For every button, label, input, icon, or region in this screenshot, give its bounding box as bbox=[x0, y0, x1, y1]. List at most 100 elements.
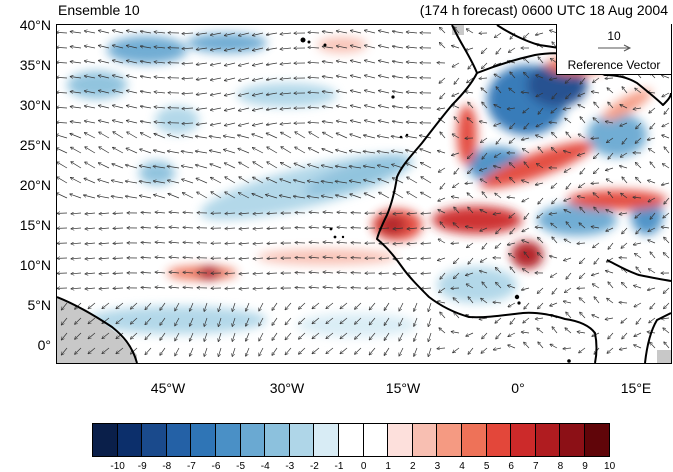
wind-vector-arrow bbox=[437, 151, 445, 153]
wind-vector-arrow bbox=[167, 151, 179, 153]
wind-vector-arrow bbox=[252, 148, 263, 154]
wind-vector-arrow bbox=[267, 228, 277, 229]
wind-vector-arrow bbox=[252, 78, 263, 81]
wind-vector-arrow bbox=[647, 138, 655, 140]
wind-vector-arrow bbox=[661, 183, 669, 185]
wind-vector-arrow bbox=[218, 333, 221, 342]
wind-vector-arrow bbox=[454, 168, 459, 174]
lat-label-40n: 40°N bbox=[20, 17, 51, 33]
wind-vector-arrow bbox=[664, 237, 669, 243]
ensemble-title: Ensemble 10 bbox=[58, 2, 140, 18]
wind-vector-arrow bbox=[650, 162, 655, 168]
wind-vector-arrow bbox=[309, 227, 319, 228]
wind-vector-arrow bbox=[112, 120, 123, 123]
wind-vector-arrow bbox=[428, 333, 431, 342]
wind-vector-arrow bbox=[364, 105, 375, 108]
wind-vector-arrow bbox=[169, 287, 179, 288]
wind-vector-arrow bbox=[550, 344, 557, 348]
colorbar-label: -10 bbox=[110, 461, 124, 472]
wind-vector-arrow bbox=[591, 92, 599, 94]
lat-label-25n: 25°N bbox=[20, 137, 51, 153]
wind-vector-arrow bbox=[252, 108, 263, 111]
wind-vector-arrow bbox=[204, 333, 207, 342]
wind-vector-arrow bbox=[183, 212, 193, 213]
wind-vector-arrow bbox=[407, 288, 417, 289]
wind-vector-arrow bbox=[71, 162, 81, 168]
wind-vector-arrow bbox=[369, 303, 375, 310]
wind-vector-arrow bbox=[98, 60, 109, 63]
wind-vector-arrow bbox=[210, 93, 221, 95]
wind-vector-arrow bbox=[113, 147, 124, 153]
wind-vector-arrow bbox=[406, 92, 417, 93]
wind-vector-arrow bbox=[210, 78, 221, 80]
wind-vector-arrow bbox=[384, 348, 389, 356]
anomaly-shading bbox=[67, 33, 667, 337]
wind-vector-arrow bbox=[524, 213, 529, 219]
wind-vector-arrow bbox=[113, 288, 123, 289]
wind-vector-arrow bbox=[155, 257, 165, 258]
wind-vector-arrow bbox=[312, 303, 319, 309]
wind-vector-arrow bbox=[181, 136, 193, 139]
wind-vector-arrow bbox=[336, 133, 347, 138]
wind-vector-arrow bbox=[663, 288, 669, 294]
wind-vector-arrow bbox=[550, 273, 557, 277]
wind-vector-arrow bbox=[454, 117, 459, 123]
wind-vector-arrow bbox=[238, 63, 249, 66]
wind-vector-arrow bbox=[622, 228, 627, 234]
wind-vector-arrow bbox=[322, 61, 333, 63]
wind-vector-arrow bbox=[635, 253, 642, 258]
wind-vector-arrow bbox=[565, 328, 571, 333]
wind-vector-arrow bbox=[392, 31, 403, 33]
wind-vector-arrow bbox=[392, 76, 403, 78]
wind-vector-arrow bbox=[378, 106, 389, 109]
wind-vector-arrow bbox=[141, 212, 151, 213]
wind-vector-arrow bbox=[246, 333, 249, 341]
wind-vector-arrow bbox=[336, 106, 347, 108]
wind-vector-arrow bbox=[323, 212, 333, 213]
wind-vector-arrow bbox=[239, 228, 249, 229]
wind-vector-arrow bbox=[155, 272, 165, 273]
wind-vector-arrow bbox=[232, 333, 235, 342]
wind-vector-arrow bbox=[580, 117, 585, 123]
wind-vector-arrow bbox=[190, 333, 194, 341]
wind-vector-arrow bbox=[467, 243, 474, 248]
wind-vector-arrow bbox=[622, 177, 627, 183]
wind-vector-arrow bbox=[224, 149, 236, 153]
wind-vector-arrow bbox=[662, 135, 669, 138]
wind-anomaly-map bbox=[56, 24, 672, 364]
reference-arrow-icon bbox=[597, 42, 633, 54]
wind-vector-arrow bbox=[126, 91, 137, 94]
wind-vector-arrow bbox=[661, 227, 669, 228]
colorbar-swatch bbox=[388, 424, 413, 456]
wind-vector-arrow bbox=[57, 107, 67, 108]
wind-vector-arrow bbox=[99, 213, 109, 214]
wind-vector-arrow bbox=[88, 303, 95, 309]
wind-vector-arrow bbox=[190, 348, 194, 356]
wind-vector-arrow bbox=[414, 333, 417, 341]
wind-vector-arrow bbox=[113, 273, 123, 274]
wind-vector-arrow bbox=[521, 138, 529, 140]
wind-vector-arrow bbox=[537, 288, 543, 294]
wind-vector-arrow bbox=[168, 194, 179, 199]
wind-vector-arrow bbox=[405, 136, 417, 138]
wind-vector-arrow bbox=[421, 243, 431, 244]
wind-vector-arrow bbox=[580, 168, 585, 174]
wind-vector-arrow bbox=[662, 75, 670, 78]
wind-vector-arrow bbox=[538, 198, 543, 204]
wind-vector-arrow bbox=[57, 162, 67, 168]
wind-vector-arrow bbox=[295, 213, 305, 214]
colorbar-swatch bbox=[314, 424, 339, 456]
wind-vector-arrow bbox=[84, 31, 95, 33]
wind-vector-arrow bbox=[467, 193, 473, 198]
wind-vector-arrow bbox=[97, 196, 109, 198]
wind-vector-arrow bbox=[182, 33, 193, 34]
wind-vector-arrow bbox=[579, 258, 585, 264]
wind-vector-arrow bbox=[664, 342, 669, 348]
colorbar-swatch bbox=[437, 424, 462, 456]
colorbar-swatch bbox=[511, 424, 536, 456]
colorbar bbox=[92, 423, 610, 457]
wind-vector-arrow bbox=[155, 227, 165, 228]
wind-vector-arrow bbox=[648, 269, 655, 273]
wind-vector-arrow bbox=[238, 123, 249, 126]
colorbar-swatch bbox=[364, 424, 389, 456]
